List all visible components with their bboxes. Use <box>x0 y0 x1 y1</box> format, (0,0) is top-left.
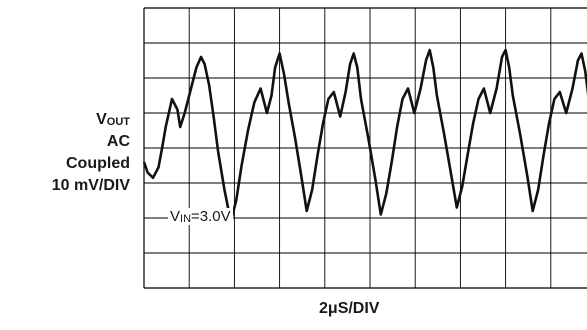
ylabel-line-1: VOUT <box>96 111 130 130</box>
vin-main: V <box>170 208 181 225</box>
vin-annotation: VIN=3.0V <box>168 208 233 225</box>
ylabel-line-2: AC <box>106 133 130 150</box>
ylabel-vout-sub: OUT <box>106 116 130 128</box>
vout-trace-line <box>142 48 587 223</box>
ylabel-vout-main: V <box>96 111 107 128</box>
vin-sub: IN <box>180 213 192 225</box>
vin-value: =3.0V <box>191 208 231 225</box>
ylabel-line-4: 10 mV/DIV <box>51 177 130 194</box>
ylabel-line-3: Coupled <box>66 155 130 172</box>
x-axis-label: 2μS/DIV <box>319 300 380 317</box>
trace-layer <box>142 48 587 223</box>
grid <box>143 7 587 289</box>
